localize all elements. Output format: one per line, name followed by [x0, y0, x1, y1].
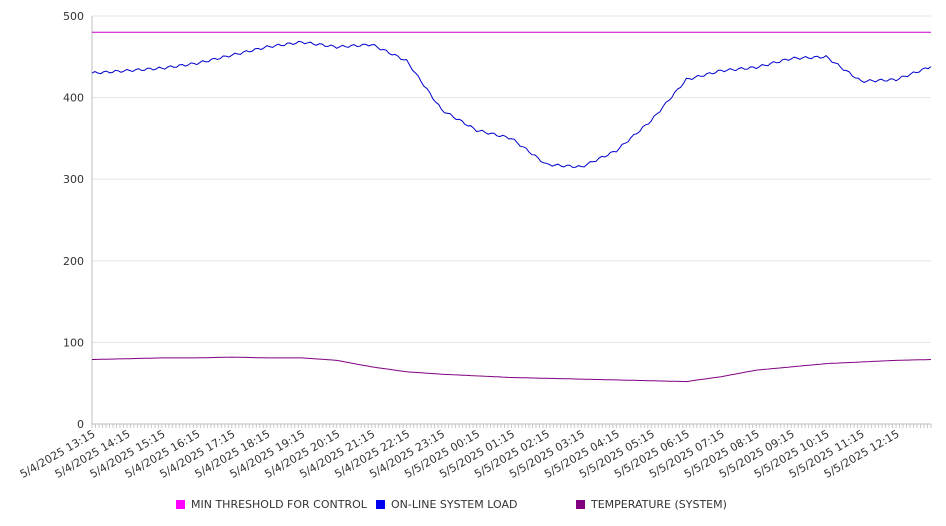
- legend-item-system-load[interactable]: ON-LINE SYSTEM LOAD: [376, 498, 517, 511]
- x-axis: 5/4/2025 13:155/4/2025 14:155/4/2025 15:…: [18, 423, 932, 481]
- y-tick-label: 400: [63, 92, 84, 105]
- series-lines: [91, 31, 932, 383]
- y-tick-label: 200: [63, 255, 84, 268]
- grid-lines: [92, 15, 931, 425]
- legend-swatch: [176, 500, 185, 509]
- legend-item-temperature[interactable]: TEMPERATURE (SYSTEM): [576, 498, 727, 511]
- legend-label: ON-LINE SYSTEM LOAD: [391, 498, 518, 511]
- y-axis: 0 100 200 300 400 500: [63, 10, 93, 431]
- y-tick-label: 500: [63, 10, 84, 23]
- y-tick-label: 0: [77, 418, 84, 431]
- y-tick-label: 100: [63, 336, 84, 349]
- legend-label: TEMPERATURE (SYSTEM): [591, 498, 727, 511]
- series-line-3: [92, 356, 932, 383]
- legend-swatch: [576, 500, 585, 509]
- legend-label: MIN THRESHOLD FOR CONTROL: [191, 498, 367, 511]
- legend: MIN THRESHOLD FOR CONTROL ON-LINE SYSTEM…: [0, 498, 946, 514]
- series-line-2: [91, 40, 932, 168]
- y-tick-label: 300: [63, 173, 84, 186]
- legend-swatch: [376, 500, 385, 509]
- legend-item-min-threshold[interactable]: MIN THRESHOLD FOR CONTROL: [176, 498, 367, 511]
